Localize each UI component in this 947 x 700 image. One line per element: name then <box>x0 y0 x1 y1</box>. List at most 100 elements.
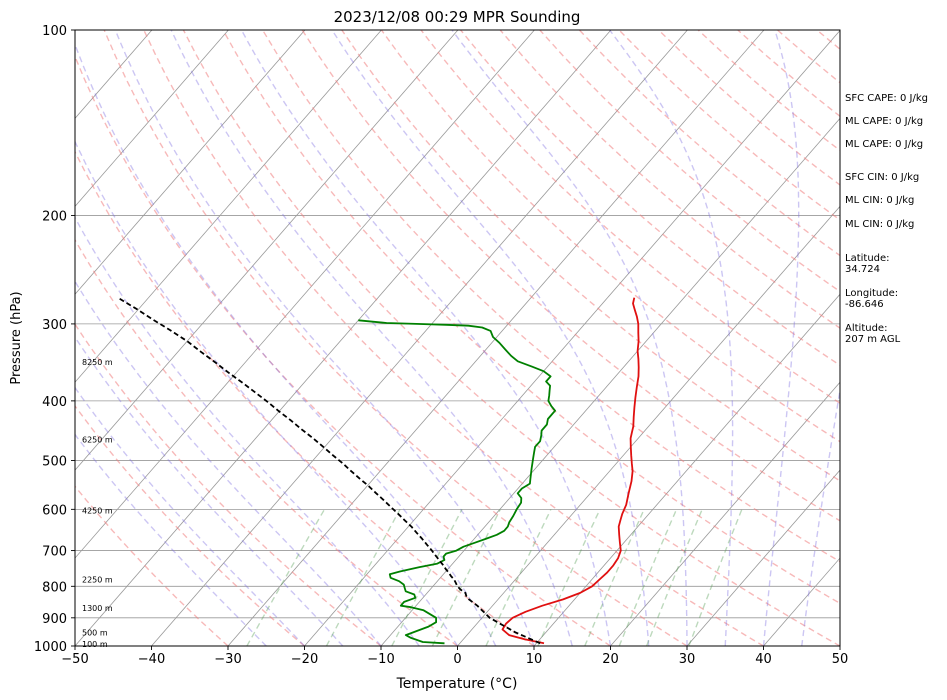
moist-adiabat-line <box>75 42 497 646</box>
dry-adiabat-line <box>143 30 764 646</box>
isotherm-line <box>304 30 840 646</box>
height-label: 1300 m <box>82 604 113 613</box>
moist-adiabat-line <box>762 30 800 646</box>
moist-adiabat-line <box>801 385 840 646</box>
mixing-ratio-line <box>246 508 326 646</box>
isotherm-line <box>75 30 535 559</box>
x-axis-label: Temperature (°C) <box>396 676 518 692</box>
moist-adiabat-line <box>609 30 734 646</box>
moist-adiabat-line <box>75 386 305 646</box>
isotherm-line <box>75 30 306 295</box>
y-tick-label: 400 <box>42 395 67 410</box>
moist-adiabat-line <box>170 30 573 646</box>
mixing-ratio-line <box>485 509 552 646</box>
x-tick-label: −10 <box>367 652 394 667</box>
y-tick-label: 700 <box>42 545 67 560</box>
isotherm-line <box>227 30 765 646</box>
temperature-line <box>501 297 640 645</box>
x-axis-ticks: −50 −40 −30 −20 −10 0 10 20 30 40 50 <box>61 646 848 667</box>
chart-title: 2023/12/08 00:29 MPR Sounding <box>334 8 581 26</box>
dry-adiabat-line <box>182 30 840 646</box>
stat-annotation: SFC CAPE: 0 J/kg <box>845 93 928 104</box>
y-tick-label: 600 <box>42 503 67 518</box>
moist-adiabat-line <box>75 433 267 646</box>
y-tick-label: 200 <box>42 209 67 224</box>
dry-adiabat-line <box>262 30 840 563</box>
x-tick-label: 20 <box>602 652 619 667</box>
moist-adiabat-line <box>451 30 688 646</box>
y-axis-ticks: 100 200 300 400 500 600 700 800 900 1000 <box>34 24 75 655</box>
dewpoint-line <box>358 319 556 645</box>
dry-adiabat-line <box>499 30 840 329</box>
height-labels: 100 m 500 m 1300 m 2250 m 4250 m 6250 m 8250 m <box>82 358 113 649</box>
background-lines <box>75 30 840 646</box>
isotherm-line <box>380 117 840 646</box>
x-tick-label: −30 <box>214 652 241 667</box>
mixing-ratio-line <box>688 509 743 646</box>
y-tick-label: 300 <box>42 318 67 333</box>
height-label: 4250 m <box>82 507 113 516</box>
isotherm-line <box>533 293 840 646</box>
mixing-ratio-line <box>325 508 401 646</box>
stat-annotation: ML CAPE: 0 J/kg <box>845 116 924 127</box>
moist-adiabat-line <box>114 30 535 646</box>
isotherm-line <box>151 30 688 646</box>
x-tick-label: −20 <box>291 652 318 667</box>
parcel-path-line <box>117 296 541 645</box>
x-tick-label: 40 <box>755 652 772 667</box>
isotherm-line <box>75 30 229 207</box>
x-tick-label: 10 <box>526 652 543 667</box>
height-label: 6250 m <box>82 435 113 444</box>
dry-adiabat-line <box>222 30 840 605</box>
dry-adiabat-line <box>301 30 840 522</box>
stat-annotation: Altitude: 207 m AGL <box>845 323 901 345</box>
moist-adiabat-line <box>75 216 420 646</box>
stat-annotation: Latitude: 34.724 <box>845 253 890 275</box>
dry-adiabat-line <box>75 238 458 646</box>
height-label: 500 m <box>82 629 108 638</box>
isotherm-line <box>686 469 840 646</box>
y-tick-label: 1000 <box>34 640 67 655</box>
y-tick-label: 800 <box>42 580 67 595</box>
y-tick-label: 100 <box>42 24 67 39</box>
dry-adiabat-line <box>75 54 611 646</box>
x-tick-label: −50 <box>61 652 88 667</box>
mixing-ratio-line <box>537 509 601 646</box>
dry-adiabat-line <box>75 150 535 646</box>
x-tick-label: 50 <box>832 652 849 667</box>
x-tick-label: 0 <box>453 652 461 667</box>
y-tick-label: 500 <box>42 455 67 470</box>
dry-adiabat-line <box>75 485 229 646</box>
dry-adiabat-line <box>460 30 840 367</box>
dry-adiabat-line <box>103 30 688 646</box>
moist-adiabat-line <box>75 140 459 646</box>
isotherm-line <box>457 205 840 646</box>
height-label: 2250 m <box>82 576 113 585</box>
isotherm-line <box>75 30 459 471</box>
moist-adiabat-line <box>240 30 612 646</box>
dry-adiabat-line <box>75 404 305 646</box>
mixing-ratio-line <box>431 508 501 646</box>
moist-adiabat-line <box>75 336 344 646</box>
stat-annotation: SFC CIN: 0 J/kg <box>845 172 920 183</box>
x-tick-label: 30 <box>679 652 696 667</box>
mixing-ratio-line <box>391 508 463 646</box>
series-layer <box>117 296 640 645</box>
stat-annotation: ML CIN: 0 J/kg <box>845 195 915 206</box>
mixing-ratio-line <box>584 509 645 646</box>
mixing-ratio-line <box>645 509 703 646</box>
isotherm-line <box>75 30 612 646</box>
isotherm-line <box>75 30 382 383</box>
y-tick-label: 900 <box>42 612 67 627</box>
x-tick-label: −40 <box>138 652 165 667</box>
y-axis-label: Pressure (hPa) <box>9 291 24 384</box>
height-label: 100 m <box>82 640 108 649</box>
stat-annotation: ML CAPE: 0 J/kg <box>845 139 924 150</box>
mixing-ratio-line <box>618 509 678 646</box>
isotherm-line <box>610 381 840 646</box>
dry-adiabat-line <box>539 30 840 293</box>
moist-adiabat-line <box>331 30 650 646</box>
height-label: 8250 m <box>82 358 113 367</box>
stat-annotation: Longitude: -86.646 <box>845 288 899 310</box>
